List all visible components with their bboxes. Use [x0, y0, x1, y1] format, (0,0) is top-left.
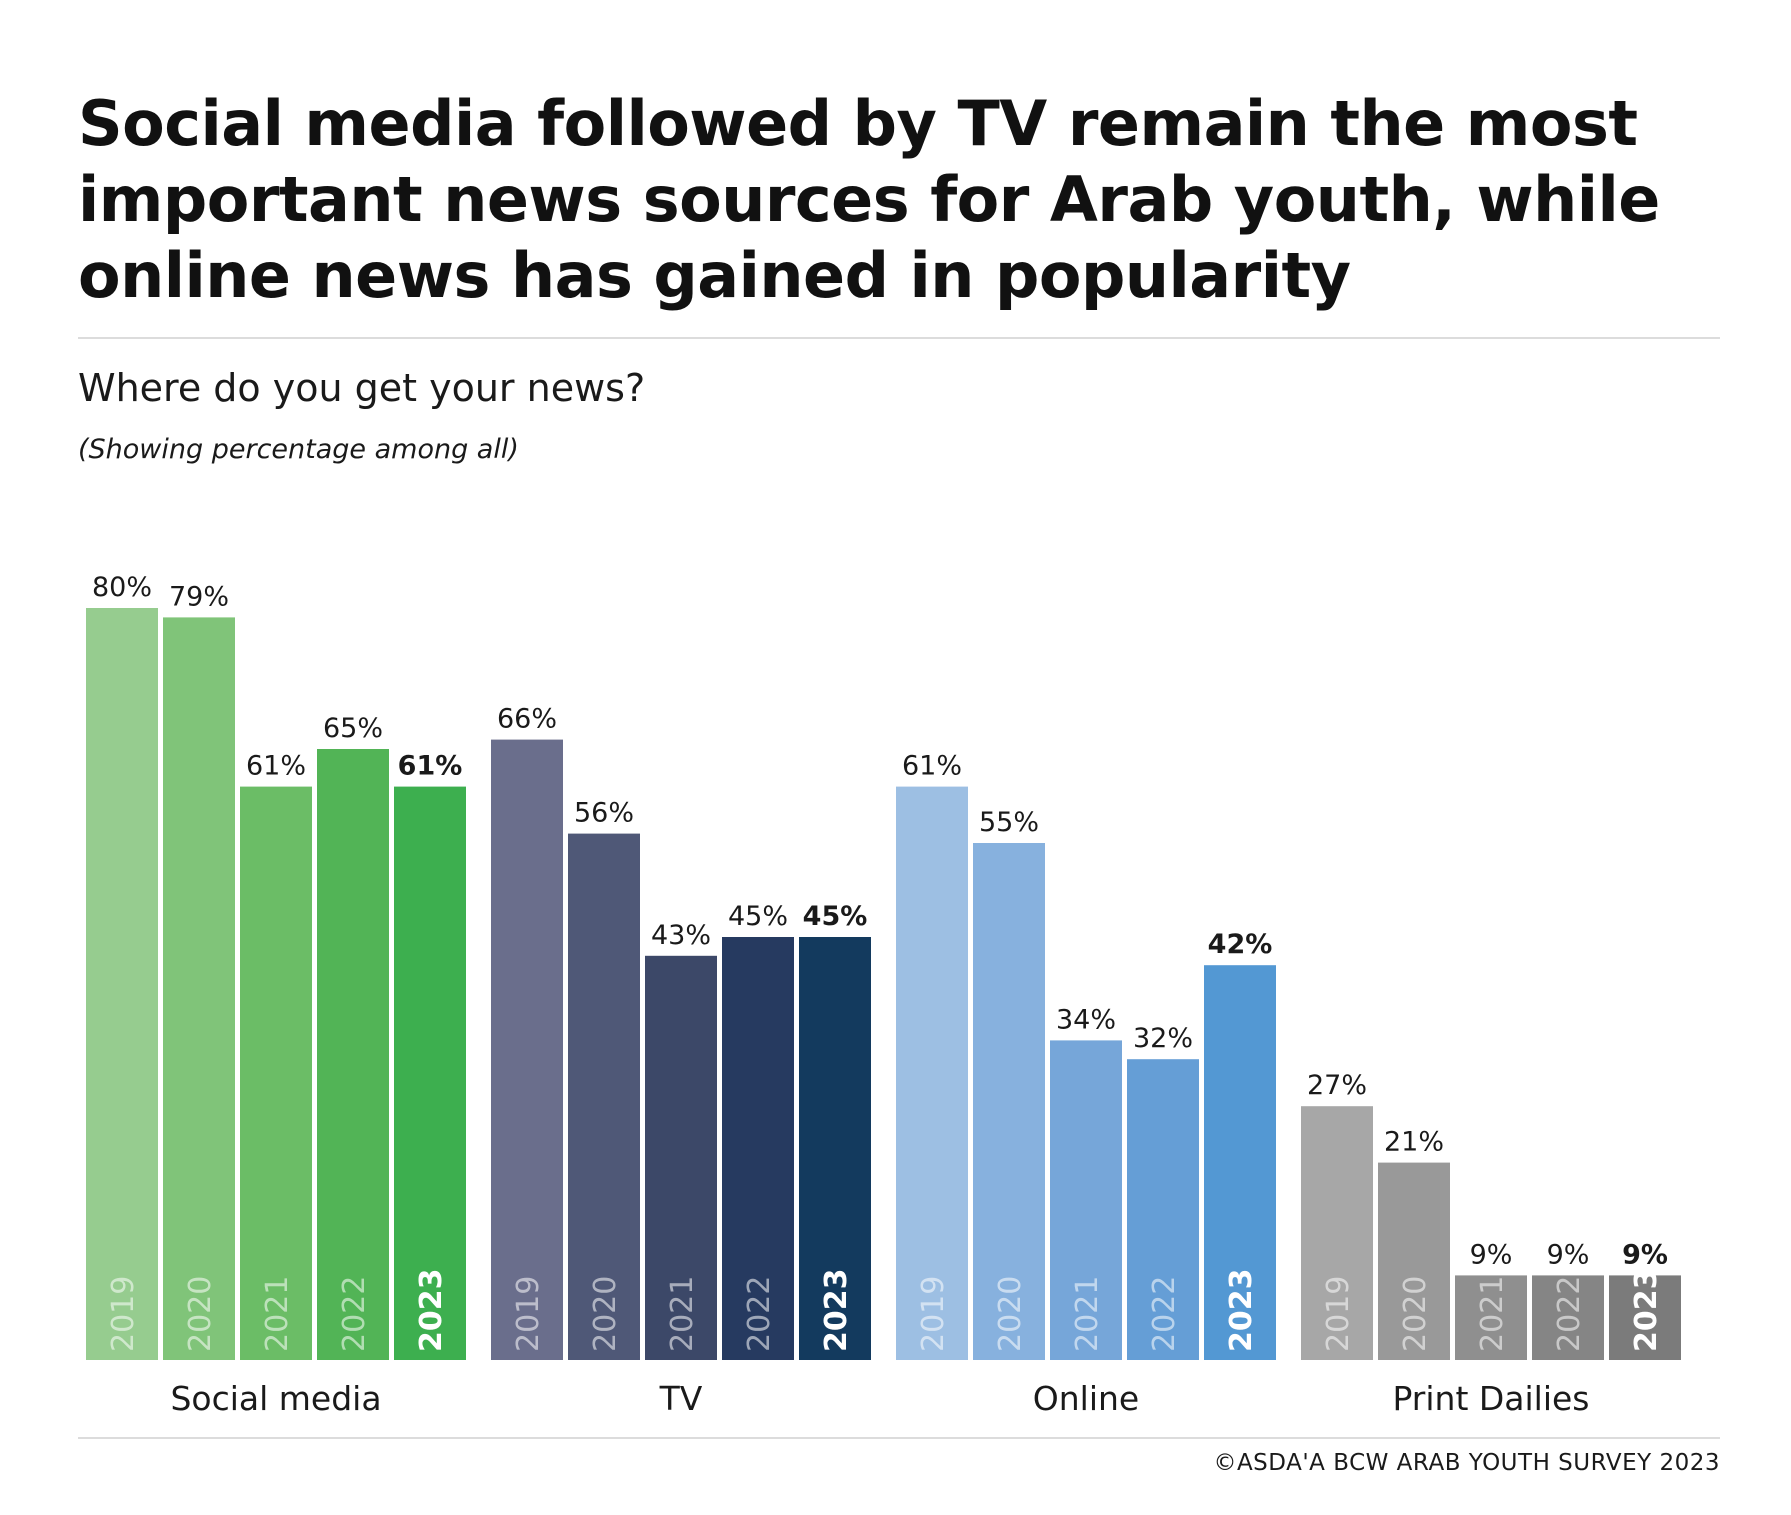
bar-print-dailies-2022: [1532, 1275, 1604, 1360]
value-label-social-media-2020: 79%: [169, 581, 229, 612]
value-label-online-2019: 61%: [902, 751, 962, 782]
bar-print-dailies-2023: [1609, 1275, 1681, 1360]
bar-online-2019: [896, 786, 968, 1360]
year-label-social-media-2021: 2021: [260, 1276, 295, 1352]
source-credit: ©ASDA'A BCW ARAB YOUTH SURVEY 2023: [1213, 1450, 1720, 1476]
value-label-print-dailies-2022: 9%: [1547, 1239, 1590, 1270]
year-label-tv-2023: 2023: [819, 1269, 854, 1353]
bar-online-2023: [1204, 965, 1276, 1360]
year-label-print-dailies-2019: 2019: [1321, 1276, 1356, 1352]
year-label-tv-2021: 2021: [665, 1276, 700, 1352]
value-label-print-dailies-2023: 9%: [1622, 1239, 1668, 1270]
bar-tv-2022: [722, 937, 794, 1360]
bar-tv-2020: [568, 833, 640, 1360]
category-label-print-dailies: Print Dailies: [1392, 1379, 1589, 1418]
value-label-social-media-2019: 80%: [92, 572, 152, 603]
year-label-social-media-2020: 2020: [183, 1276, 218, 1352]
bar-tv-2023: [799, 937, 871, 1360]
bar-online-2020: [973, 843, 1045, 1360]
year-label-online-2020: 2020: [993, 1276, 1028, 1352]
year-label-tv-2020: 2020: [588, 1276, 623, 1352]
year-label-online-2022: 2022: [1147, 1276, 1182, 1352]
value-label-tv-2022: 45%: [728, 901, 788, 932]
bar-tv-2019: [491, 739, 563, 1360]
value-label-print-dailies-2019: 27%: [1307, 1070, 1367, 1101]
year-label-print-dailies-2022: 2022: [1552, 1276, 1587, 1352]
bar-print-dailies-2021: [1455, 1275, 1527, 1360]
bar-social-media-2019: [86, 608, 158, 1360]
year-label-online-2019: 2019: [916, 1276, 951, 1352]
chart-note: (Showing percentage among all): [78, 434, 519, 465]
bar-print-dailies-2020: [1378, 1162, 1450, 1360]
year-label-social-media-2022: 2022: [337, 1276, 372, 1352]
year-label-online-2021: 2021: [1070, 1276, 1105, 1352]
value-label-online-2022: 32%: [1133, 1023, 1193, 1054]
bar-online-2021: [1050, 1040, 1122, 1360]
year-label-tv-2019: 2019: [511, 1276, 546, 1352]
value-label-tv-2020: 56%: [574, 798, 634, 829]
bar-print-dailies-2019: [1301, 1106, 1373, 1360]
chart-subtitle: Where do you get your news?: [78, 366, 646, 410]
value-label-tv-2021: 43%: [651, 920, 711, 951]
bar-social-media-2020: [163, 617, 235, 1360]
value-label-tv-2019: 66%: [497, 704, 557, 735]
value-label-online-2020: 55%: [979, 807, 1039, 838]
bar-tv-2021: [645, 955, 717, 1360]
year-label-print-dailies-2021: 2021: [1475, 1276, 1510, 1352]
value-label-print-dailies-2021: 9%: [1470, 1239, 1513, 1270]
category-label-online: Online: [1033, 1379, 1139, 1418]
value-label-online-2021: 34%: [1056, 1004, 1116, 1035]
year-label-tv-2022: 2022: [742, 1276, 777, 1352]
value-label-social-media-2021: 61%: [246, 751, 306, 782]
value-label-social-media-2023: 61%: [398, 751, 463, 782]
bar-online-2022: [1127, 1059, 1199, 1360]
category-label-social-media: Social media: [170, 1379, 381, 1418]
bar-chart: 80% 2019 79% 2020 61% 2021 65% 2022 61% 2023 Socia…: [86, 572, 1681, 1418]
value-label-social-media-2022: 65%: [323, 713, 383, 744]
year-label-social-media-2023: 2023: [414, 1269, 449, 1353]
year-label-social-media-2019: 2019: [106, 1276, 141, 1352]
year-label-online-2023: 2023: [1224, 1269, 1259, 1353]
value-label-online-2023: 42%: [1208, 929, 1273, 960]
category-label-tv: TV: [659, 1379, 703, 1418]
value-label-print-dailies-2020: 21%: [1384, 1127, 1444, 1158]
bar-social-media-2022: [317, 749, 389, 1360]
top-divider: [78, 337, 1720, 339]
bottom-divider: [78, 1437, 1720, 1439]
chart-title: Social media followed by TV remain the m…: [78, 87, 1660, 312]
year-label-print-dailies-2023: 2023: [1629, 1269, 1664, 1353]
bar-social-media-2023: [394, 786, 466, 1360]
value-label-tv-2023: 45%: [803, 901, 868, 932]
year-label-print-dailies-2020: 2020: [1398, 1276, 1433, 1352]
bar-social-media-2021: [240, 786, 312, 1360]
